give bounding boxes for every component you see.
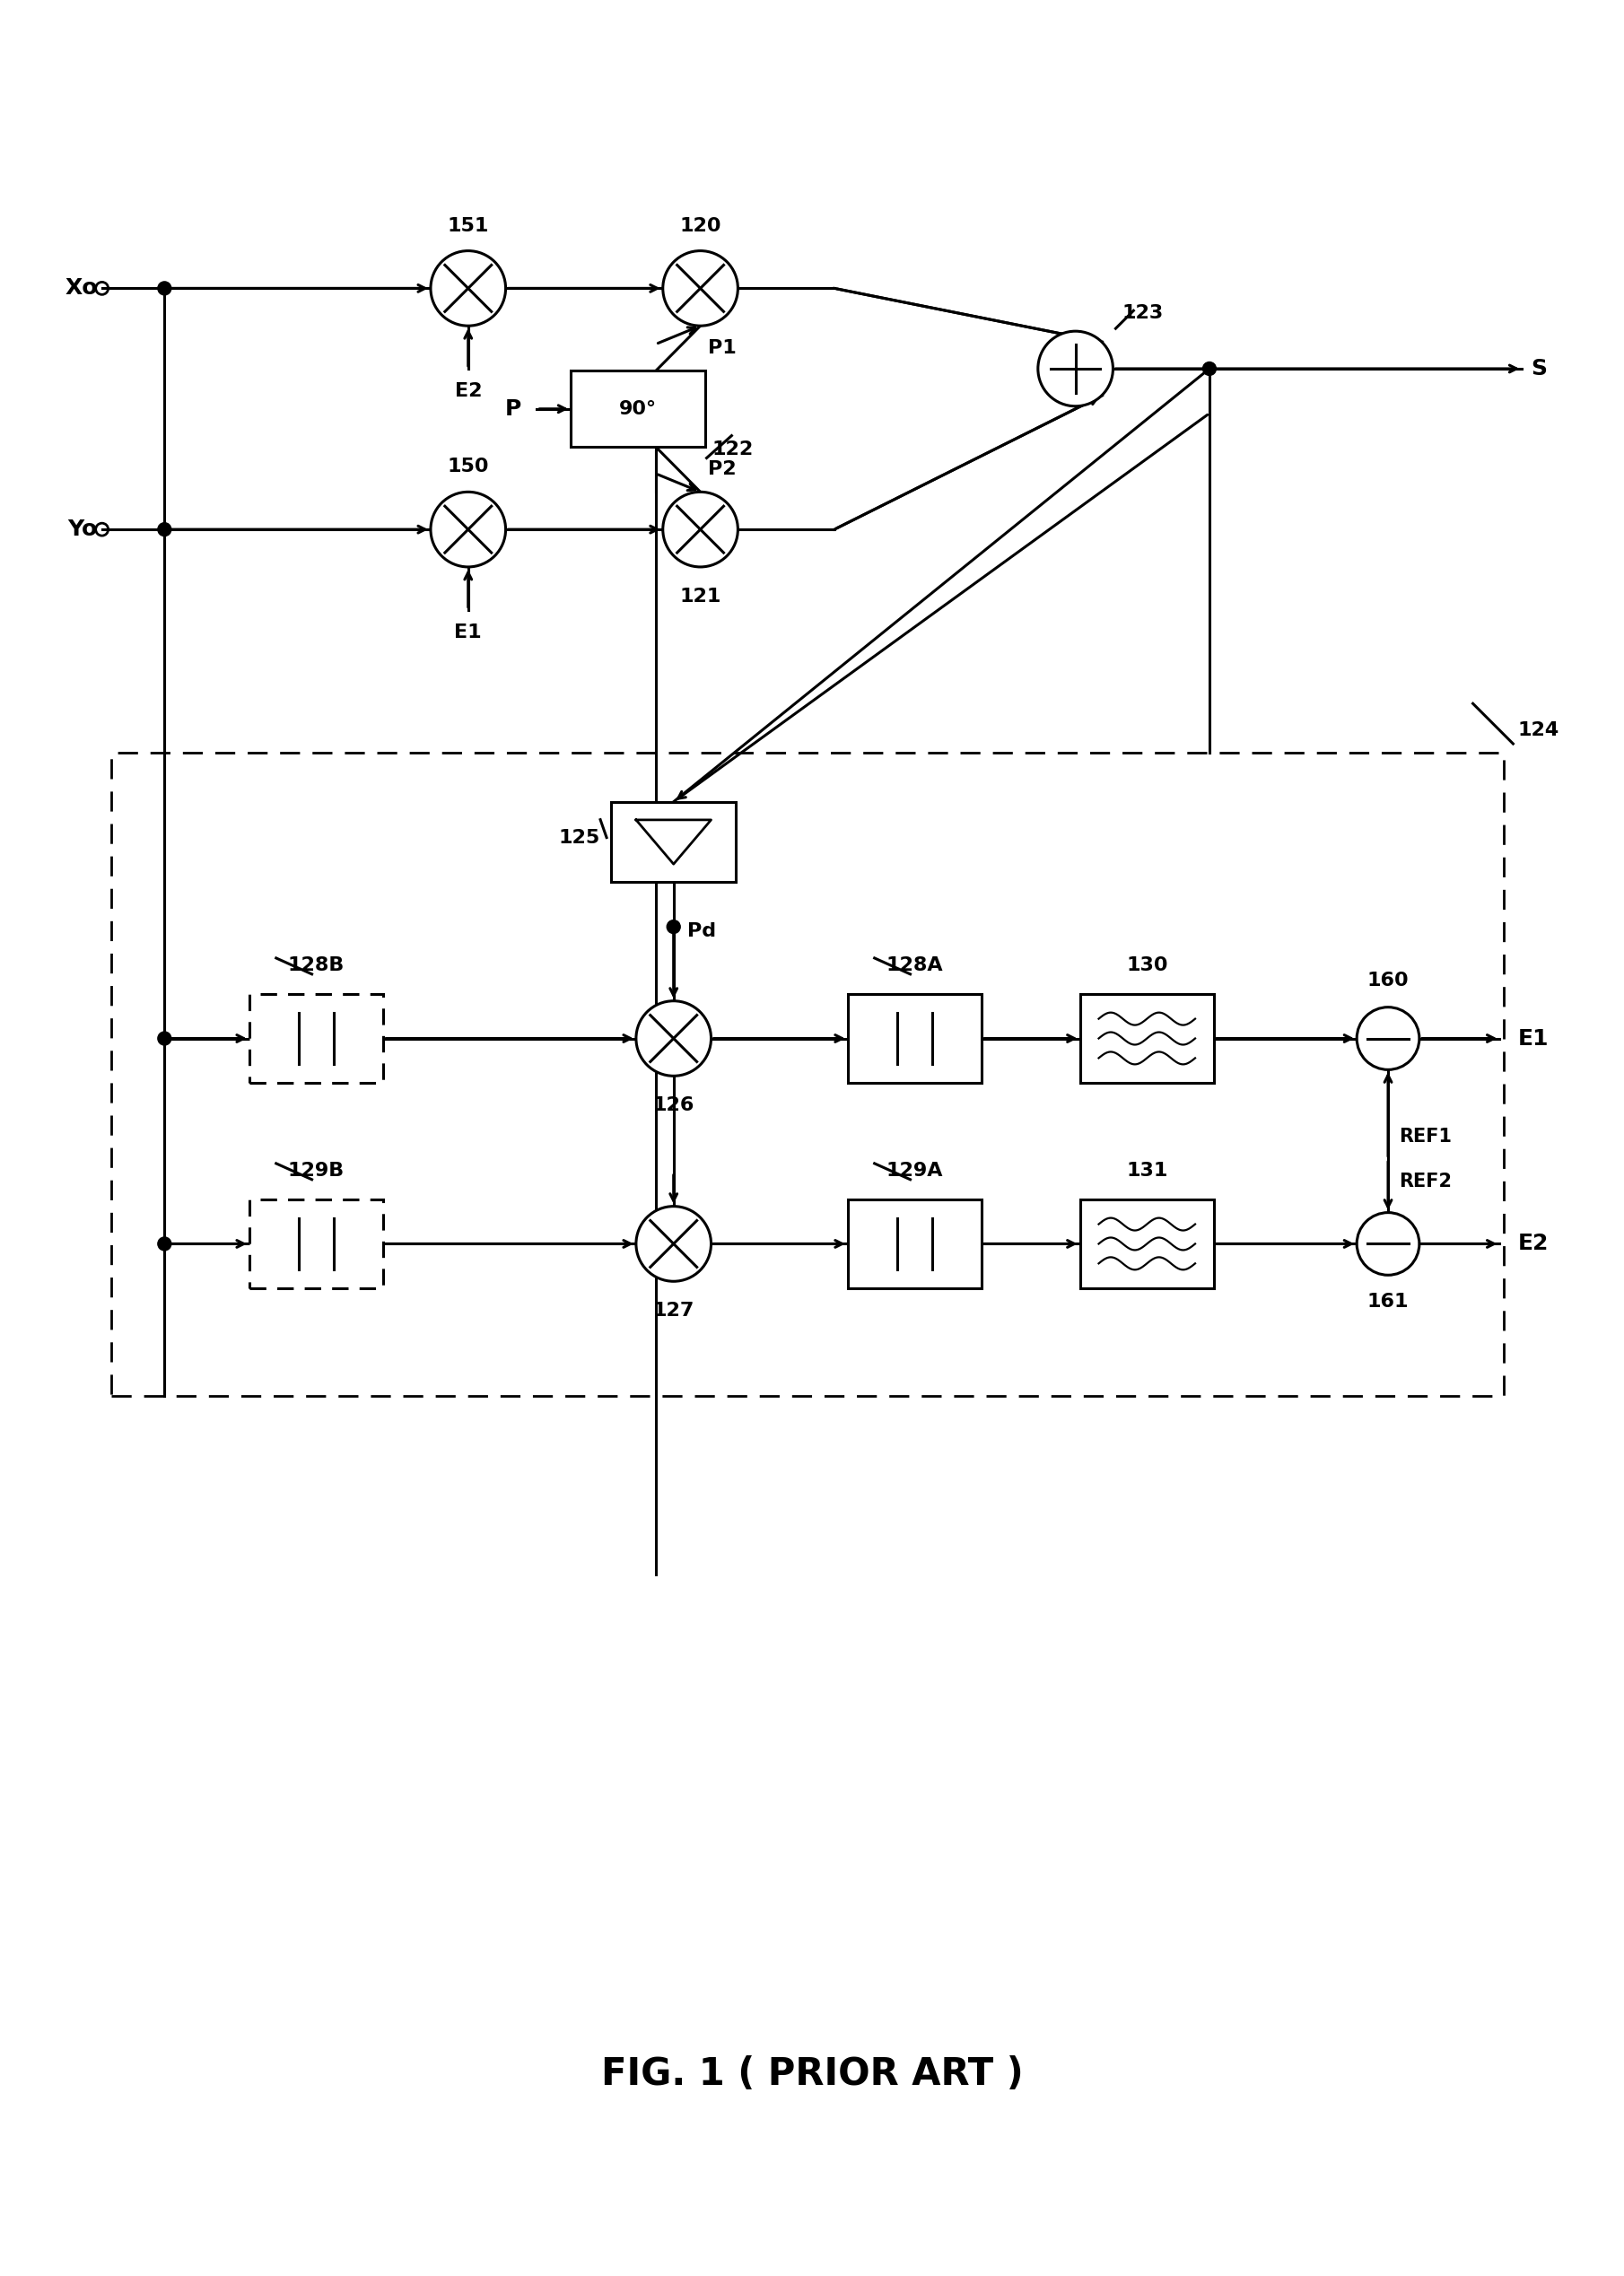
Text: E1: E1 bbox=[455, 624, 482, 642]
Text: 122: 122 bbox=[711, 439, 754, 457]
Circle shape bbox=[1356, 1213, 1419, 1275]
Text: P1: P1 bbox=[708, 339, 736, 357]
Text: 151: 151 bbox=[447, 216, 489, 234]
Circle shape bbox=[158, 1238, 171, 1250]
Bar bbox=[1080, 995, 1213, 1083]
Bar bbox=[250, 995, 383, 1083]
Circle shape bbox=[637, 1206, 711, 1281]
Circle shape bbox=[637, 1001, 711, 1077]
Text: FIG. 1 ( PRIOR ART ): FIG. 1 ( PRIOR ART ) bbox=[601, 2055, 1023, 2094]
Text: 128B: 128B bbox=[287, 956, 344, 974]
Circle shape bbox=[1356, 1008, 1419, 1070]
Bar bbox=[110, 753, 1504, 1395]
Text: P: P bbox=[505, 398, 521, 419]
Text: 129A: 129A bbox=[887, 1161, 944, 1179]
Bar bbox=[611, 801, 736, 883]
Text: 126: 126 bbox=[653, 1097, 695, 1115]
Text: 123: 123 bbox=[1122, 305, 1163, 323]
Text: REF1: REF1 bbox=[1398, 1127, 1452, 1145]
Text: S: S bbox=[1531, 357, 1548, 380]
Text: REF2: REF2 bbox=[1398, 1172, 1452, 1190]
Text: 127: 127 bbox=[653, 1302, 695, 1320]
Text: 129B: 129B bbox=[287, 1161, 344, 1179]
Text: 130: 130 bbox=[1125, 956, 1168, 974]
Circle shape bbox=[663, 492, 737, 567]
Circle shape bbox=[1038, 332, 1112, 405]
Text: 120: 120 bbox=[679, 216, 721, 234]
Text: 150: 150 bbox=[447, 457, 489, 476]
Text: 128A: 128A bbox=[887, 956, 944, 974]
Bar bbox=[250, 1199, 383, 1288]
Circle shape bbox=[158, 523, 171, 537]
Text: 90°: 90° bbox=[619, 401, 656, 419]
Bar bbox=[1080, 1199, 1213, 1288]
Text: 161: 161 bbox=[1367, 1293, 1410, 1311]
Circle shape bbox=[430, 250, 505, 325]
Circle shape bbox=[667, 920, 680, 933]
Text: 131: 131 bbox=[1125, 1161, 1168, 1179]
Text: E1: E1 bbox=[1517, 1029, 1549, 1049]
Circle shape bbox=[663, 250, 737, 325]
Text: P2: P2 bbox=[708, 460, 736, 478]
Bar bbox=[848, 995, 981, 1083]
Text: Xo: Xo bbox=[65, 278, 97, 298]
Circle shape bbox=[430, 492, 505, 567]
Bar bbox=[572, 371, 705, 446]
Text: 124: 124 bbox=[1517, 721, 1559, 740]
Text: 160: 160 bbox=[1367, 972, 1410, 990]
Bar bbox=[848, 1199, 981, 1288]
Circle shape bbox=[158, 1031, 171, 1045]
Text: E2: E2 bbox=[455, 382, 482, 401]
Circle shape bbox=[158, 282, 171, 296]
Circle shape bbox=[1203, 362, 1216, 376]
Text: Yo: Yo bbox=[68, 519, 97, 539]
Text: 121: 121 bbox=[679, 587, 721, 605]
Text: 125: 125 bbox=[559, 828, 601, 847]
Text: Pd: Pd bbox=[687, 922, 716, 940]
Text: E2: E2 bbox=[1517, 1234, 1548, 1254]
